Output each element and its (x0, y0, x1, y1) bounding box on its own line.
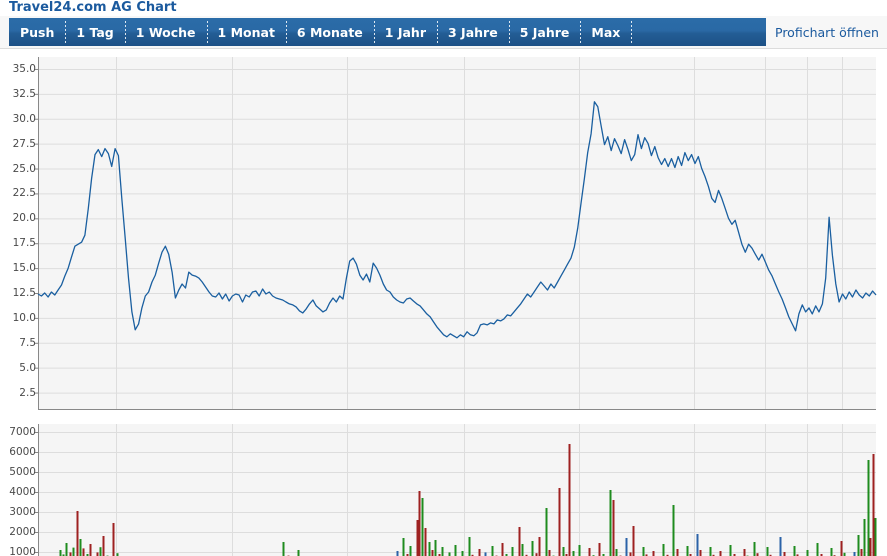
open-profichart-link[interactable]: Profichart öffnen (775, 18, 887, 46)
price-axis-tick: 12.5 (12, 286, 36, 299)
price-axis-tick: 30.0 (12, 112, 36, 125)
toolbar-item-5-jahre[interactable]: 5 Jahre (508, 18, 581, 46)
price-axis-tick: 5.0 (19, 361, 36, 374)
volume-plot-background (38, 424, 876, 556)
price-axis-tick: 20.0 (12, 212, 36, 225)
price-axis-labels: 35.0 32.5 30.0 27.5 25.0 22.5 20.0 17.5 15.0 12.5… (0, 49, 36, 556)
toolbar-item-1-jahr[interactable]: 1 Jahr (373, 18, 437, 46)
price-axis-tick: 27.5 (12, 137, 36, 150)
chart-graphics (34, 57, 877, 556)
volume-axis-tick: 1000 (9, 546, 36, 556)
page-title: Travel24.com AG Chart (9, 0, 177, 15)
period-toolbar: Push 1 Tag 1 Woche 1 Monat 6 Monate 1 Jahr 3 J… (0, 16, 887, 49)
volume-axis-tick: 2000 (9, 526, 36, 538)
price-line (37, 101, 877, 339)
price-axis-tick: 15.0 (12, 262, 36, 275)
toolbar-item-push[interactable]: Push (20, 24, 55, 40)
price-axis-tick: 17.5 (12, 237, 36, 250)
price-axis-tick: 7.5 (19, 336, 36, 349)
toolbar-item-1-woche[interactable]: 1 Woche (124, 18, 207, 46)
toolbar-item-1-monat[interactable]: 1 Monat (206, 18, 286, 46)
price-axis-tick: 32.5 (12, 87, 36, 100)
price-plot-background (38, 57, 876, 409)
volume-axis-labels: 7000 6000 5000 4000 3000 2000 1000 (0, 49, 36, 556)
title-bar: Travel24.com AG Chart (0, 0, 887, 16)
volume-axis-tick: 5000 (9, 466, 36, 478)
toolbar-item-max[interactable]: Max (580, 18, 631, 46)
volume-axis-tick: 3000 (9, 506, 36, 518)
toolbar-item-6-monate[interactable]: 6 Monate (285, 18, 374, 46)
price-axis-tick: 22.5 (12, 187, 36, 200)
volume-axis-tick: 4000 (9, 486, 36, 498)
toolbar-item-1-tag[interactable]: 1 Tag (65, 18, 124, 46)
price-axis-tick: 10.0 (12, 311, 36, 324)
period-toolbar-buttons: Push 1 Tag 1 Woche 1 Monat 6 Monate 1 Jahr 3 J… (9, 18, 766, 46)
price-axis-tick: 2.5 (19, 386, 36, 399)
volume-axis-tick: 6000 (9, 446, 36, 458)
price-axis-tick: 25.0 (12, 162, 36, 175)
chart-canvas: 35.0 32.5 30.0 27.5 25.0 22.5 20.0 17.5 15.0 12.5… (0, 49, 887, 556)
volume-axis-tick: 7000 (9, 426, 36, 438)
toolbar-filler (631, 18, 766, 46)
toolbar-item-3-jahre[interactable]: 3 Jahre (437, 18, 509, 46)
price-axis-tick: 35.0 (12, 62, 36, 75)
